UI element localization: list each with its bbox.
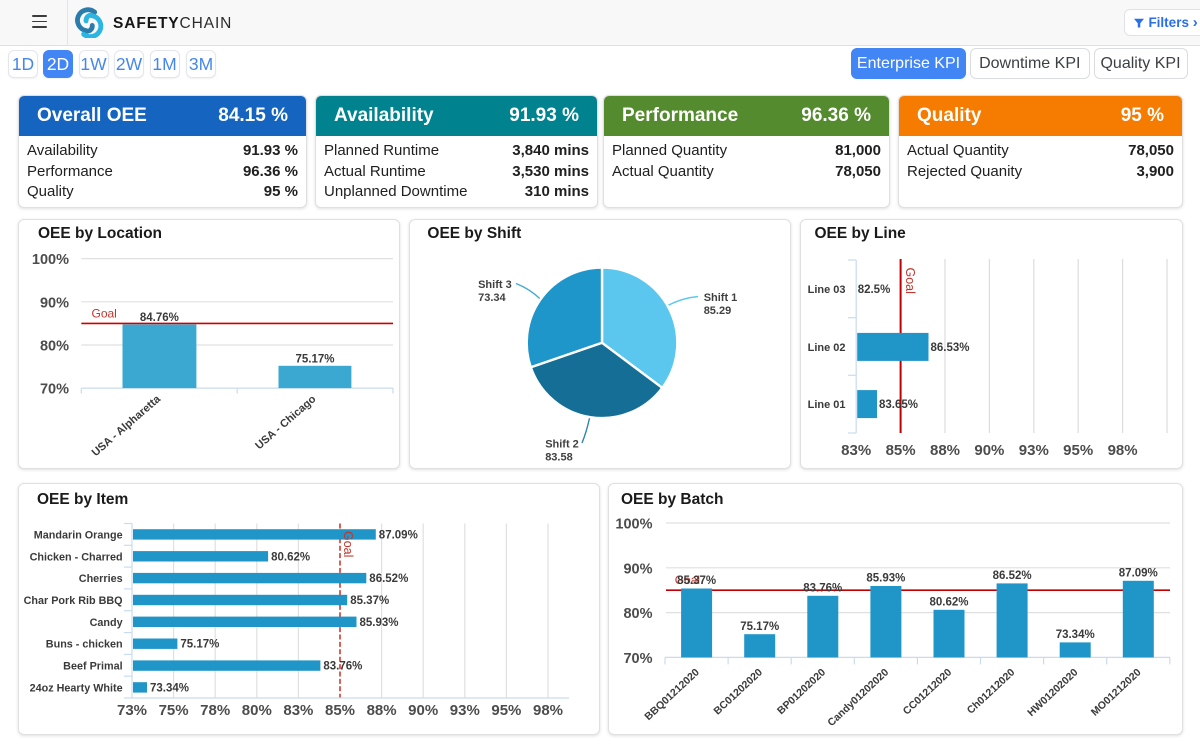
svg-text:90%: 90% <box>408 702 438 719</box>
svg-text:Goal: Goal <box>341 531 355 557</box>
svg-text:MO01212020: MO01212020 <box>1089 666 1144 718</box>
svg-text:86.53%: 86.53% <box>931 342 970 354</box>
svg-text:80.62%: 80.62% <box>929 597 968 609</box>
svg-text:Beef Primal: Beef Primal <box>63 661 122 673</box>
svg-text:85.37%: 85.37% <box>350 595 389 607</box>
svg-text:86.52%: 86.52% <box>993 570 1032 582</box>
svg-text:OEE by Batch: OEE by Batch <box>621 491 724 508</box>
svg-text:88%: 88% <box>367 702 397 719</box>
svg-text:83%: 83% <box>283 702 313 719</box>
svg-text:87.09%: 87.09% <box>379 529 418 541</box>
svg-text:USA - Alpharetta: USA - Alpharetta <box>90 393 164 459</box>
svg-text:83.76%: 83.76% <box>803 583 842 595</box>
svg-text:93%: 93% <box>1019 442 1049 459</box>
svg-text:85.29: 85.29 <box>704 305 732 317</box>
svg-text:93%: 93% <box>450 702 480 719</box>
svg-text:85%: 85% <box>886 442 916 459</box>
svg-text:Candy01202020: Candy01202020 <box>825 666 891 729</box>
svg-text:80%: 80% <box>242 702 272 719</box>
svg-text:70%: 70% <box>623 651 652 667</box>
svg-text:OEE by Shift: OEE by Shift <box>427 225 521 242</box>
svg-text:Cherries: Cherries <box>79 573 123 585</box>
svg-text:Line 01: Line 01 <box>808 399 846 411</box>
svg-text:98%: 98% <box>1108 442 1138 459</box>
svg-text:75.17%: 75.17% <box>740 621 779 633</box>
svg-text:Goal: Goal <box>903 268 917 294</box>
svg-text:Goal: Goal <box>675 573 700 587</box>
svg-text:OEE by Location: OEE by Location <box>38 225 162 242</box>
svg-text:85.37%: 85.37% <box>677 575 716 587</box>
svg-text:80%: 80% <box>623 606 652 622</box>
svg-text:70%: 70% <box>40 382 69 398</box>
svg-text:80%: 80% <box>40 339 69 355</box>
svg-text:Buns - chicken: Buns - chicken <box>46 639 123 651</box>
svg-text:87.09%: 87.09% <box>1119 568 1158 580</box>
svg-text:85.93%: 85.93% <box>360 617 399 629</box>
svg-text:84.76%: 84.76% <box>140 312 179 324</box>
svg-text:83.65%: 83.65% <box>879 399 918 411</box>
svg-text:Mandarin Orange: Mandarin Orange <box>34 529 123 541</box>
svg-text:78%: 78% <box>200 702 230 719</box>
svg-text:Ch01212020: Ch01212020 <box>965 666 1018 716</box>
svg-text:86.52%: 86.52% <box>369 573 408 585</box>
svg-text:CC01212020: CC01212020 <box>901 666 955 717</box>
svg-text:73.34: 73.34 <box>478 292 506 304</box>
svg-text:Shift 3: Shift 3 <box>478 279 512 291</box>
svg-text:75.17%: 75.17% <box>295 353 334 365</box>
svg-text:100%: 100% <box>615 517 652 533</box>
svg-text:85.93%: 85.93% <box>866 573 905 585</box>
svg-text:24oz Hearty White: 24oz Hearty White <box>30 682 123 694</box>
svg-text:BC01202020: BC01202020 <box>711 666 765 717</box>
svg-text:75%: 75% <box>159 702 189 719</box>
svg-text:95%: 95% <box>491 702 521 719</box>
svg-text:Char Pork Rib BBQ: Char Pork Rib BBQ <box>24 595 123 607</box>
svg-text:95%: 95% <box>1063 442 1093 459</box>
svg-text:98%: 98% <box>533 702 563 719</box>
svg-text:90%: 90% <box>40 295 69 311</box>
svg-text:73.34%: 73.34% <box>1056 629 1095 641</box>
svg-text:85%: 85% <box>325 702 355 719</box>
svg-text:82.5%: 82.5% <box>858 284 891 296</box>
svg-text:BP01202020: BP01202020 <box>775 666 828 717</box>
svg-text:USA - Chicago: USA - Chicago <box>253 393 318 452</box>
svg-text:Candy: Candy <box>90 617 123 629</box>
svg-text:75.17%: 75.17% <box>180 639 219 651</box>
svg-text:83%: 83% <box>841 442 871 459</box>
svg-text:OEE by Item: OEE by Item <box>37 491 128 508</box>
svg-text:Goal: Goal <box>92 307 117 321</box>
svg-text:Chicken - Charred: Chicken - Charred <box>30 551 123 563</box>
svg-text:HW01202020: HW01202020 <box>1025 666 1080 719</box>
svg-text:88%: 88% <box>930 442 960 459</box>
svg-text:Shift 1: Shift 1 <box>704 292 738 304</box>
svg-text:83.76%: 83.76% <box>323 661 362 673</box>
svg-text:73.34%: 73.34% <box>150 682 189 694</box>
svg-text:100%: 100% <box>32 252 69 268</box>
svg-text:90%: 90% <box>623 561 652 577</box>
svg-text:73%: 73% <box>117 702 147 719</box>
svg-text:80.62%: 80.62% <box>271 551 310 563</box>
svg-text:OEE by Line: OEE by Line <box>815 225 907 242</box>
svg-text:90%: 90% <box>974 442 1004 459</box>
svg-text:83.58: 83.58 <box>545 452 573 464</box>
svg-text:Line 02: Line 02 <box>808 342 846 354</box>
svg-text:BBQ01212020: BBQ01212020 <box>642 666 702 723</box>
svg-text:Line 03: Line 03 <box>808 284 846 296</box>
svg-text:Shift 2: Shift 2 <box>545 439 579 451</box>
